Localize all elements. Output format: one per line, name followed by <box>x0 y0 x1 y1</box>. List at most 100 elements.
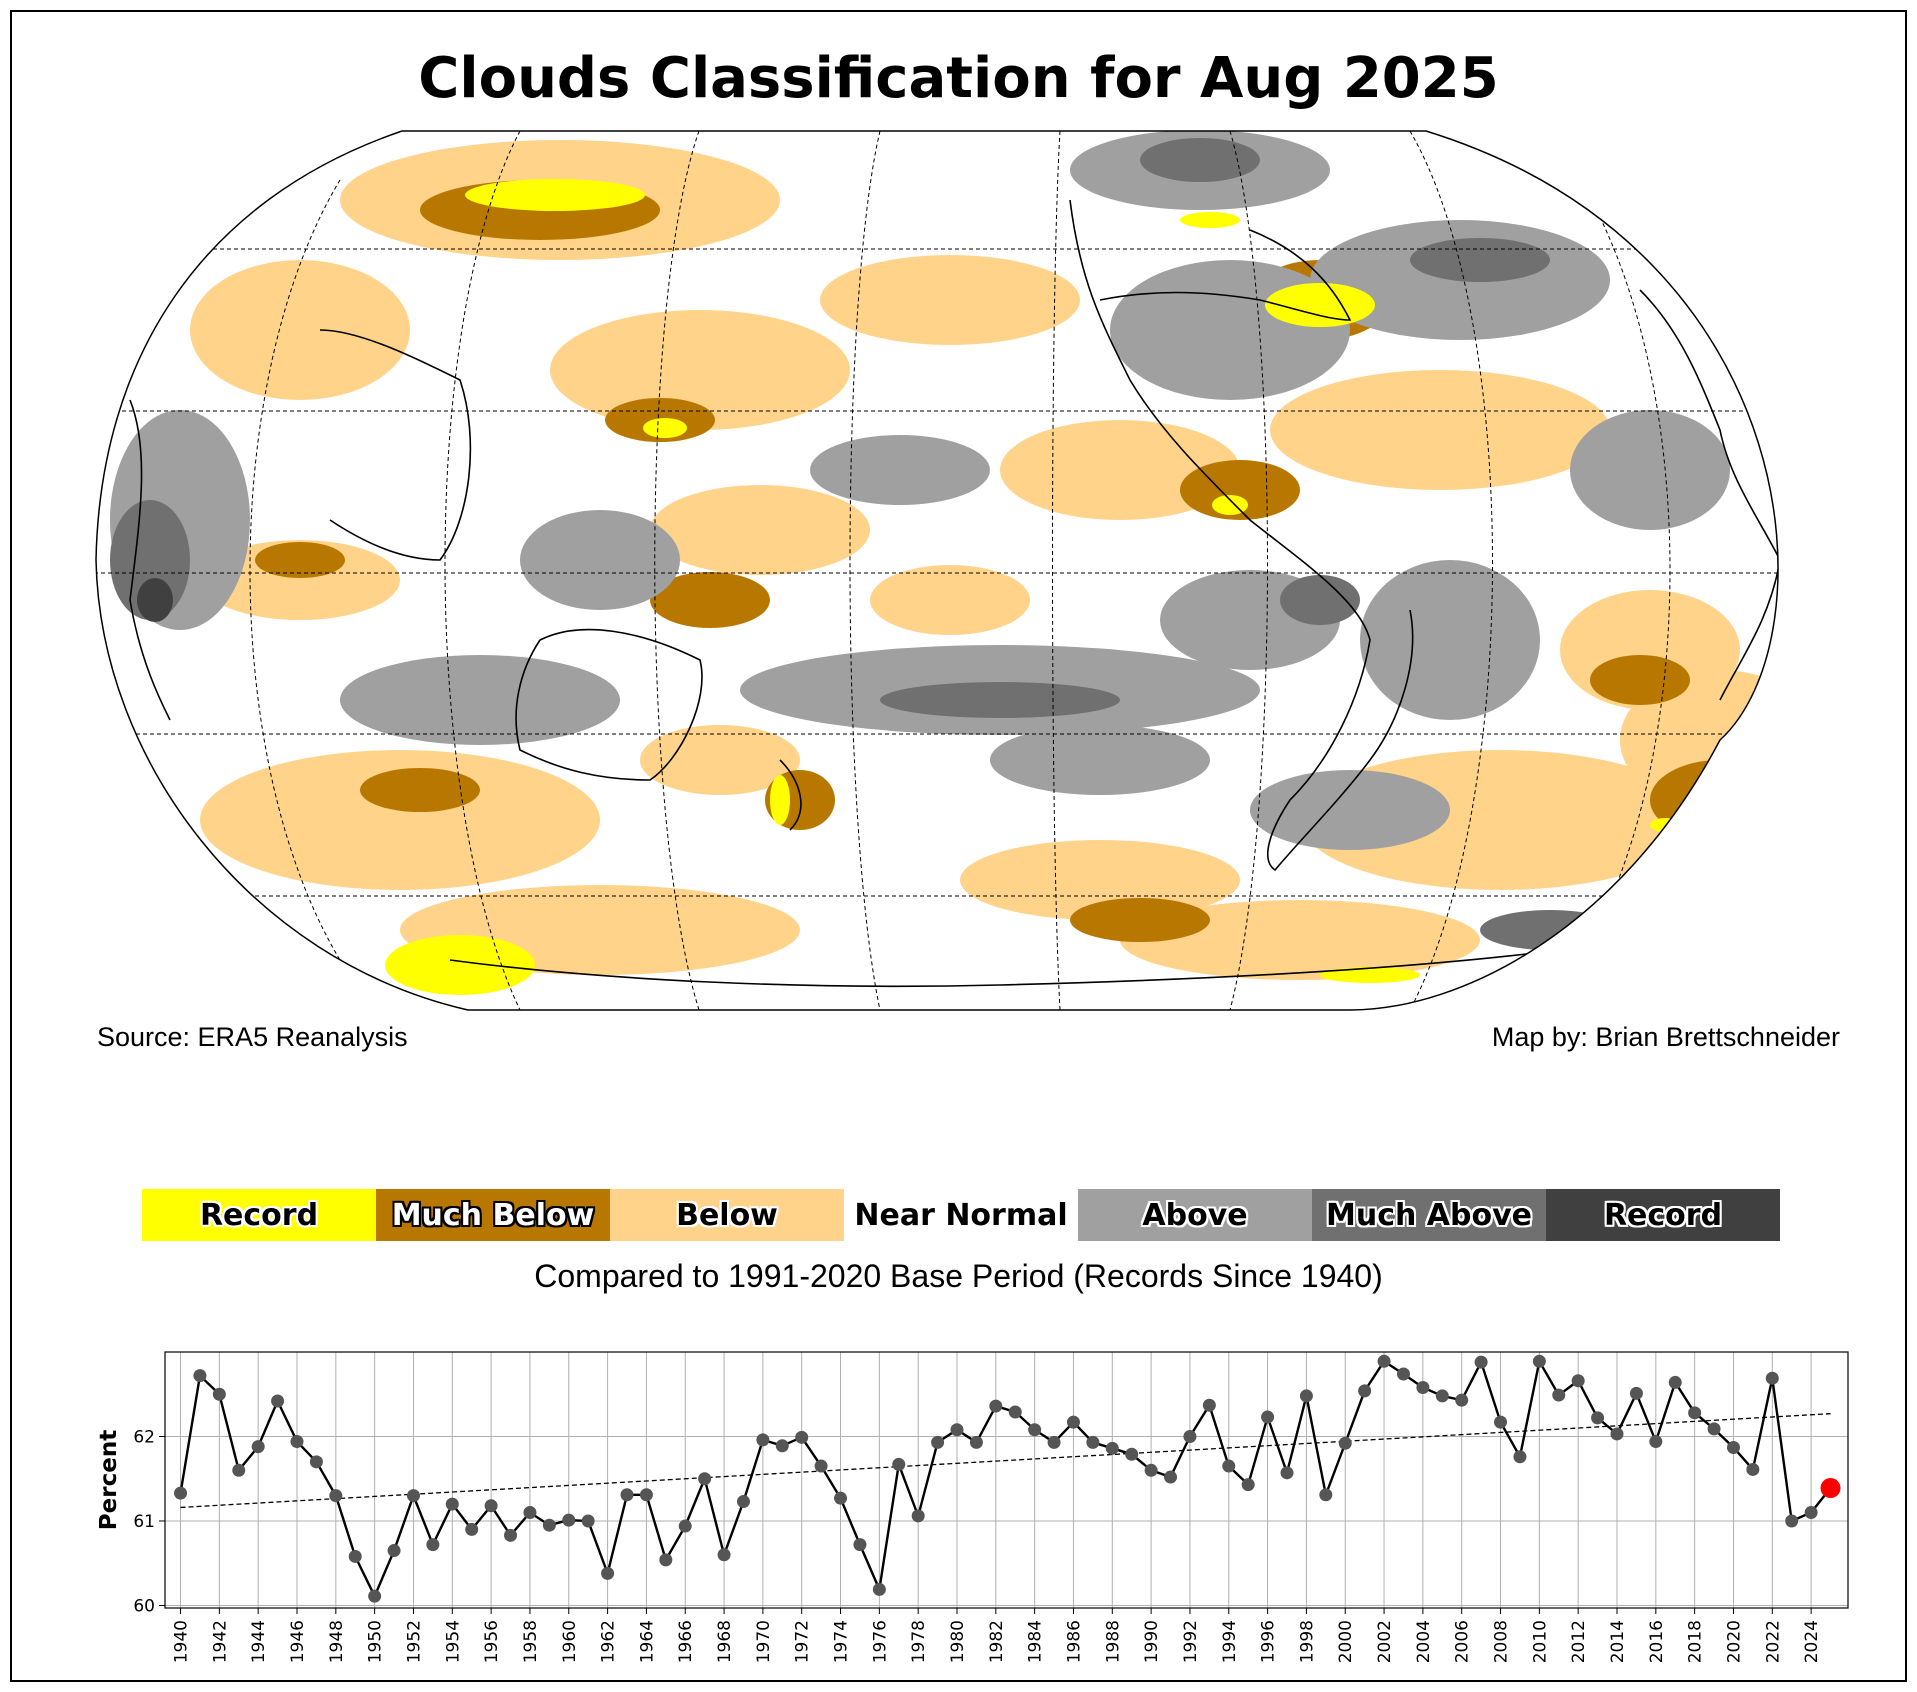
x-tick-label: 1992 <box>1181 1620 1201 1663</box>
x-tick-label: 1982 <box>987 1620 1007 1663</box>
data-point <box>872 1582 886 1596</box>
data-point <box>1377 1354 1391 1368</box>
x-tick-label: 1940 <box>172 1620 192 1663</box>
x-tick-label: 2022 <box>1763 1620 1783 1663</box>
x-tick-label: 1972 <box>793 1620 813 1663</box>
data-point <box>795 1430 809 1444</box>
data-point <box>562 1513 576 1527</box>
data-point <box>756 1433 770 1447</box>
data-point <box>1688 1406 1702 1420</box>
data-point <box>1746 1462 1760 1476</box>
x-tick-label: 1968 <box>715 1620 735 1663</box>
figure-frame <box>10 10 1907 1682</box>
data-point <box>911 1509 925 1523</box>
data-point <box>1338 1436 1352 1450</box>
data-point <box>406 1489 420 1503</box>
data-point <box>504 1528 518 1542</box>
x-tick-label: 1980 <box>948 1620 968 1663</box>
legend-record-high: Record <box>1546 1189 1780 1241</box>
data-point <box>1804 1506 1818 1520</box>
data-point <box>814 1459 828 1473</box>
data-point <box>523 1506 537 1520</box>
legend-near-normal: Near Normal <box>844 1189 1078 1241</box>
data-point <box>426 1538 440 1552</box>
x-ticks: 1940 1942 1944 1946 1948 1950 1952 1954 1956 1958… <box>172 1608 1822 1663</box>
data-point <box>678 1519 692 1533</box>
data-point <box>775 1439 789 1453</box>
x-tick-label: 2012 <box>1569 1620 1589 1663</box>
x-tick-label: 1984 <box>1026 1620 1046 1663</box>
legend-note: Compared to 1991-2020 Base Period (Recor… <box>534 1258 1383 1294</box>
legend-above: Above <box>1078 1189 1312 1241</box>
x-tick-label: 2002 <box>1375 1620 1395 1663</box>
x-tick-label: 2020 <box>1724 1620 1744 1663</box>
data-point <box>1765 1371 1779 1385</box>
y-tick-label: 62 <box>133 1427 155 1447</box>
x-tick-label: 1998 <box>1297 1620 1317 1663</box>
data-point <box>1591 1411 1605 1425</box>
legend-much-below: Much Below <box>376 1189 610 1241</box>
data-point <box>639 1488 653 1502</box>
credit-caption: Map by: Brian Brettschneider <box>1491 1022 1840 1052</box>
x-tick-label: 1952 <box>404 1620 424 1663</box>
data-point <box>1785 1514 1799 1528</box>
data-point <box>1047 1435 1061 1449</box>
data-point <box>1125 1447 1139 1461</box>
data-point <box>1649 1435 1663 1449</box>
data-point <box>1144 1463 1158 1477</box>
x-tick-label: 1942 <box>210 1620 230 1663</box>
data-point <box>1299 1389 1313 1403</box>
data-point <box>1280 1466 1294 1480</box>
x-tick-label: 1988 <box>1103 1620 1123 1663</box>
data-point <box>387 1544 401 1558</box>
data-point <box>232 1463 246 1477</box>
y-tick-label: 60 <box>133 1596 155 1616</box>
x-tick-label: 1978 <box>909 1620 929 1663</box>
x-tick-label: 1946 <box>288 1620 308 1663</box>
data-point <box>1455 1393 1469 1407</box>
data-point <box>989 1399 1003 1413</box>
data-point <box>853 1538 867 1552</box>
data-point <box>290 1435 304 1449</box>
series-line <box>179 1357 1832 1600</box>
data-point <box>1668 1375 1682 1389</box>
data-point <box>368 1589 382 1603</box>
data-point <box>601 1566 615 1580</box>
data-point <box>193 1369 207 1383</box>
x-tick-label: 1966 <box>676 1620 696 1663</box>
data-point <box>1164 1470 1178 1484</box>
chart-grid <box>165 1352 1848 1608</box>
data-point <box>1086 1435 1100 1449</box>
data-point <box>698 1472 712 1486</box>
data-point <box>1707 1422 1721 1436</box>
data-point <box>931 1435 945 1449</box>
x-tick-label: 1950 <box>366 1620 386 1663</box>
x-tick-label: 2014 <box>1608 1620 1628 1663</box>
x-tick-label: 1970 <box>754 1620 774 1663</box>
data-point <box>620 1488 634 1502</box>
data-point <box>1261 1410 1275 1424</box>
data-point <box>542 1518 556 1532</box>
data-point <box>309 1455 323 1469</box>
x-tick-label: 2008 <box>1492 1620 1512 1663</box>
legend-much-above: Much Above <box>1312 1189 1546 1241</box>
x-tick-label: 1986 <box>1064 1620 1084 1663</box>
data-point <box>1202 1398 1216 1412</box>
data-point <box>1552 1388 1566 1402</box>
data-point <box>1222 1459 1236 1473</box>
data-point <box>348 1549 362 1563</box>
data-point <box>1416 1380 1430 1394</box>
data-point <box>465 1522 479 1536</box>
x-tick-label: 1996 <box>1259 1620 1279 1663</box>
x-tick-label: 1960 <box>560 1620 580 1663</box>
data-point <box>892 1457 906 1471</box>
data-point <box>1008 1405 1022 1419</box>
source-caption: Source: ERA5 Reanalysis <box>97 1022 408 1052</box>
map-field <box>96 131 1779 1010</box>
x-tick-label: 1948 <box>327 1620 347 1663</box>
data-point <box>1494 1415 1508 1429</box>
x-tick-label: 1994 <box>1220 1620 1240 1663</box>
y-ticks: 60 61 62 <box>133 1427 165 1616</box>
series-points <box>174 1354 1841 1603</box>
data-point <box>834 1491 848 1505</box>
